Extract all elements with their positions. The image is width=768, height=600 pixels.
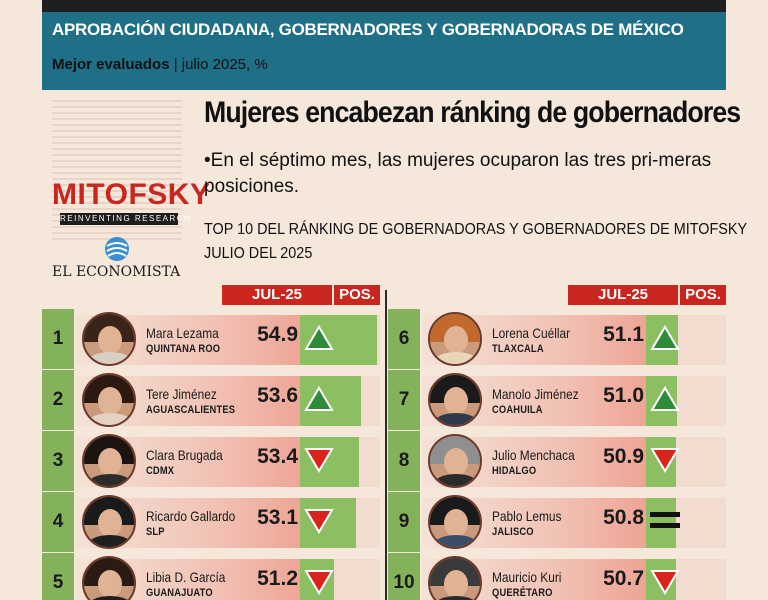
governor-name: Tere Jiménez	[146, 386, 217, 402]
rank-number: 8	[388, 431, 420, 491]
economista-globe-icon	[105, 237, 129, 261]
column-header-value: JUL-25	[222, 285, 332, 305]
ranking-row: 5 Libia D. García GUANAJUATO 51.2	[42, 553, 380, 600]
governor-state: HIDALGO	[492, 465, 537, 477]
governor-name: Pablo Lemus	[492, 508, 562, 524]
governor-name: Mara Lezama	[146, 325, 219, 341]
panel-divider	[385, 290, 387, 600]
governor-state: QUERÉTARO	[492, 587, 553, 599]
column-header-pos: POS.	[680, 285, 726, 305]
governor-state: JALISCO	[492, 526, 534, 538]
triangle-up-icon	[650, 325, 680, 350]
rank-number: 6	[388, 309, 420, 369]
approval-value: 51.0	[603, 384, 644, 407]
governor-avatar	[82, 434, 136, 488]
governor-name: Lorena Cuéllar	[492, 325, 571, 341]
mitofsky-logo: MITOFSKY	[52, 178, 211, 211]
governor-name: Mauricio Kuri	[492, 569, 562, 585]
header-subtitle: Mejor evaluados | julio 2025, %	[52, 56, 268, 73]
approval-value: 50.7	[603, 567, 644, 590]
rank-number: 9	[388, 492, 420, 552]
rank-number: 1	[42, 309, 74, 369]
triangle-up-icon	[304, 325, 334, 350]
column-header-value: JUL-25	[568, 285, 678, 305]
ranking-row: 1 Mara Lezama QUINTANA ROO 54.9	[42, 309, 380, 369]
governor-state: QUINTANA ROO	[146, 343, 221, 355]
equal-icon	[650, 512, 680, 534]
approval-value: 50.8	[603, 506, 644, 529]
governor-state: CDMX	[146, 465, 175, 477]
header-banner: APROBACIÓN CIUDADANA, GOBERNADORES Y GOB…	[42, 12, 726, 90]
chart-title: TOP 10 DEL RÁNKING DE GOBERNADORAS Y GOB…	[204, 218, 748, 266]
ranking-row: 10 Mauricio Kuri QUERÉTARO 50.7	[388, 553, 726, 600]
triangle-down-icon	[650, 570, 680, 595]
triangle-down-icon	[304, 509, 334, 534]
header-subtitle-rest: | julio 2025, %	[169, 56, 268, 73]
logo-area: MITOFSKY REINVENTING RESEARCH EL ECONOMI…	[42, 92, 210, 288]
governor-name: Clara Brugada	[146, 447, 223, 463]
ranking-panel-left: JUL-25 POS. 1 Mara Lezama QUINTANA ROO 5…	[42, 285, 380, 600]
ranking-panel-right: JUL-25 POS. 6 Lorena Cuéllar TLAXCALA 51…	[388, 285, 726, 600]
rank-number: 2	[42, 370, 74, 430]
ranking-row: 3 Clara Brugada CDMX 53.4	[42, 431, 380, 491]
governor-name: Manolo Jiménez	[492, 386, 579, 402]
rank-number: 3	[42, 431, 74, 491]
governor-avatar	[82, 495, 136, 549]
ranking-row: 6 Lorena Cuéllar TLAXCALA 51.1	[388, 309, 726, 369]
governor-avatar	[428, 373, 482, 427]
approval-value: 54.9	[257, 323, 298, 346]
triangle-down-icon	[650, 448, 680, 473]
triangle-down-icon	[304, 448, 334, 473]
governor-avatar	[428, 495, 482, 549]
governor-state: COAHUILA	[492, 404, 543, 416]
column-header-pos: POS.	[334, 285, 380, 305]
approval-value: 53.4	[257, 445, 298, 468]
ranking-row: 4 Ricardo Gallardo SLP 53.1	[42, 492, 380, 552]
rank-number: 4	[42, 492, 74, 552]
position-cell	[300, 437, 360, 487]
governor-avatar	[428, 312, 482, 366]
approval-value: 50.9	[603, 445, 644, 468]
economista-logo: EL ECONOMISTA	[52, 264, 181, 280]
governor-avatar	[82, 373, 136, 427]
ranking-row: 7 Manolo Jiménez COAHUILA 51.0	[388, 370, 726, 430]
triangle-down-icon	[304, 570, 334, 595]
governor-avatar	[428, 556, 482, 600]
governor-name: Ricardo Gallardo	[146, 508, 236, 524]
rank-number: 5	[42, 553, 74, 600]
lead-text: •En el séptimo mes, las mujeres ocuparon…	[204, 150, 712, 197]
governor-state: AGUASCALIENTES	[146, 404, 236, 416]
governor-name: Libia D. García	[146, 569, 226, 585]
rank-number: 7	[388, 370, 420, 430]
triangle-up-icon	[650, 386, 680, 411]
triangle-up-icon	[304, 386, 334, 411]
chart-title-line2: JULIO DEL 2025	[204, 245, 313, 262]
governor-avatar	[82, 556, 136, 600]
governor-state: GUANAJUATO	[146, 587, 213, 599]
headline: Mujeres encabezan ránking de gobernadore…	[204, 96, 741, 129]
header-subtitle-bold: Mejor evaluados	[52, 56, 170, 73]
top-bar	[42, 0, 726, 12]
chart-title-line1: TOP 10 DEL RÁNKING DE GOBERNADORAS Y GOB…	[204, 221, 748, 238]
approval-value: 51.2	[257, 567, 298, 590]
governor-avatar	[82, 312, 136, 366]
governor-avatar	[428, 434, 482, 488]
header-title: APROBACIÓN CIUDADANA, GOBERNADORES Y GOB…	[52, 20, 684, 39]
approval-value: 53.6	[257, 384, 298, 407]
rank-number: 10	[388, 553, 420, 600]
ranking-row: 8 Julio Menchaca HIDALGO 50.9	[388, 431, 726, 491]
governor-state: SLP	[146, 526, 165, 538]
governor-name: Julio Menchaca	[492, 447, 575, 463]
mitofsky-tagline: REINVENTING RESEARCH	[60, 213, 192, 225]
approval-value: 53.1	[257, 506, 298, 529]
governor-state: TLAXCALA	[492, 343, 544, 355]
ranking-row: 9 Pablo Lemus JALISCO 50.8	[388, 492, 726, 552]
position-cell	[300, 498, 356, 548]
ranking-row: 2 Tere Jiménez AGUASCALIENTES 53.6	[42, 370, 380, 430]
approval-value: 51.1	[603, 323, 644, 346]
